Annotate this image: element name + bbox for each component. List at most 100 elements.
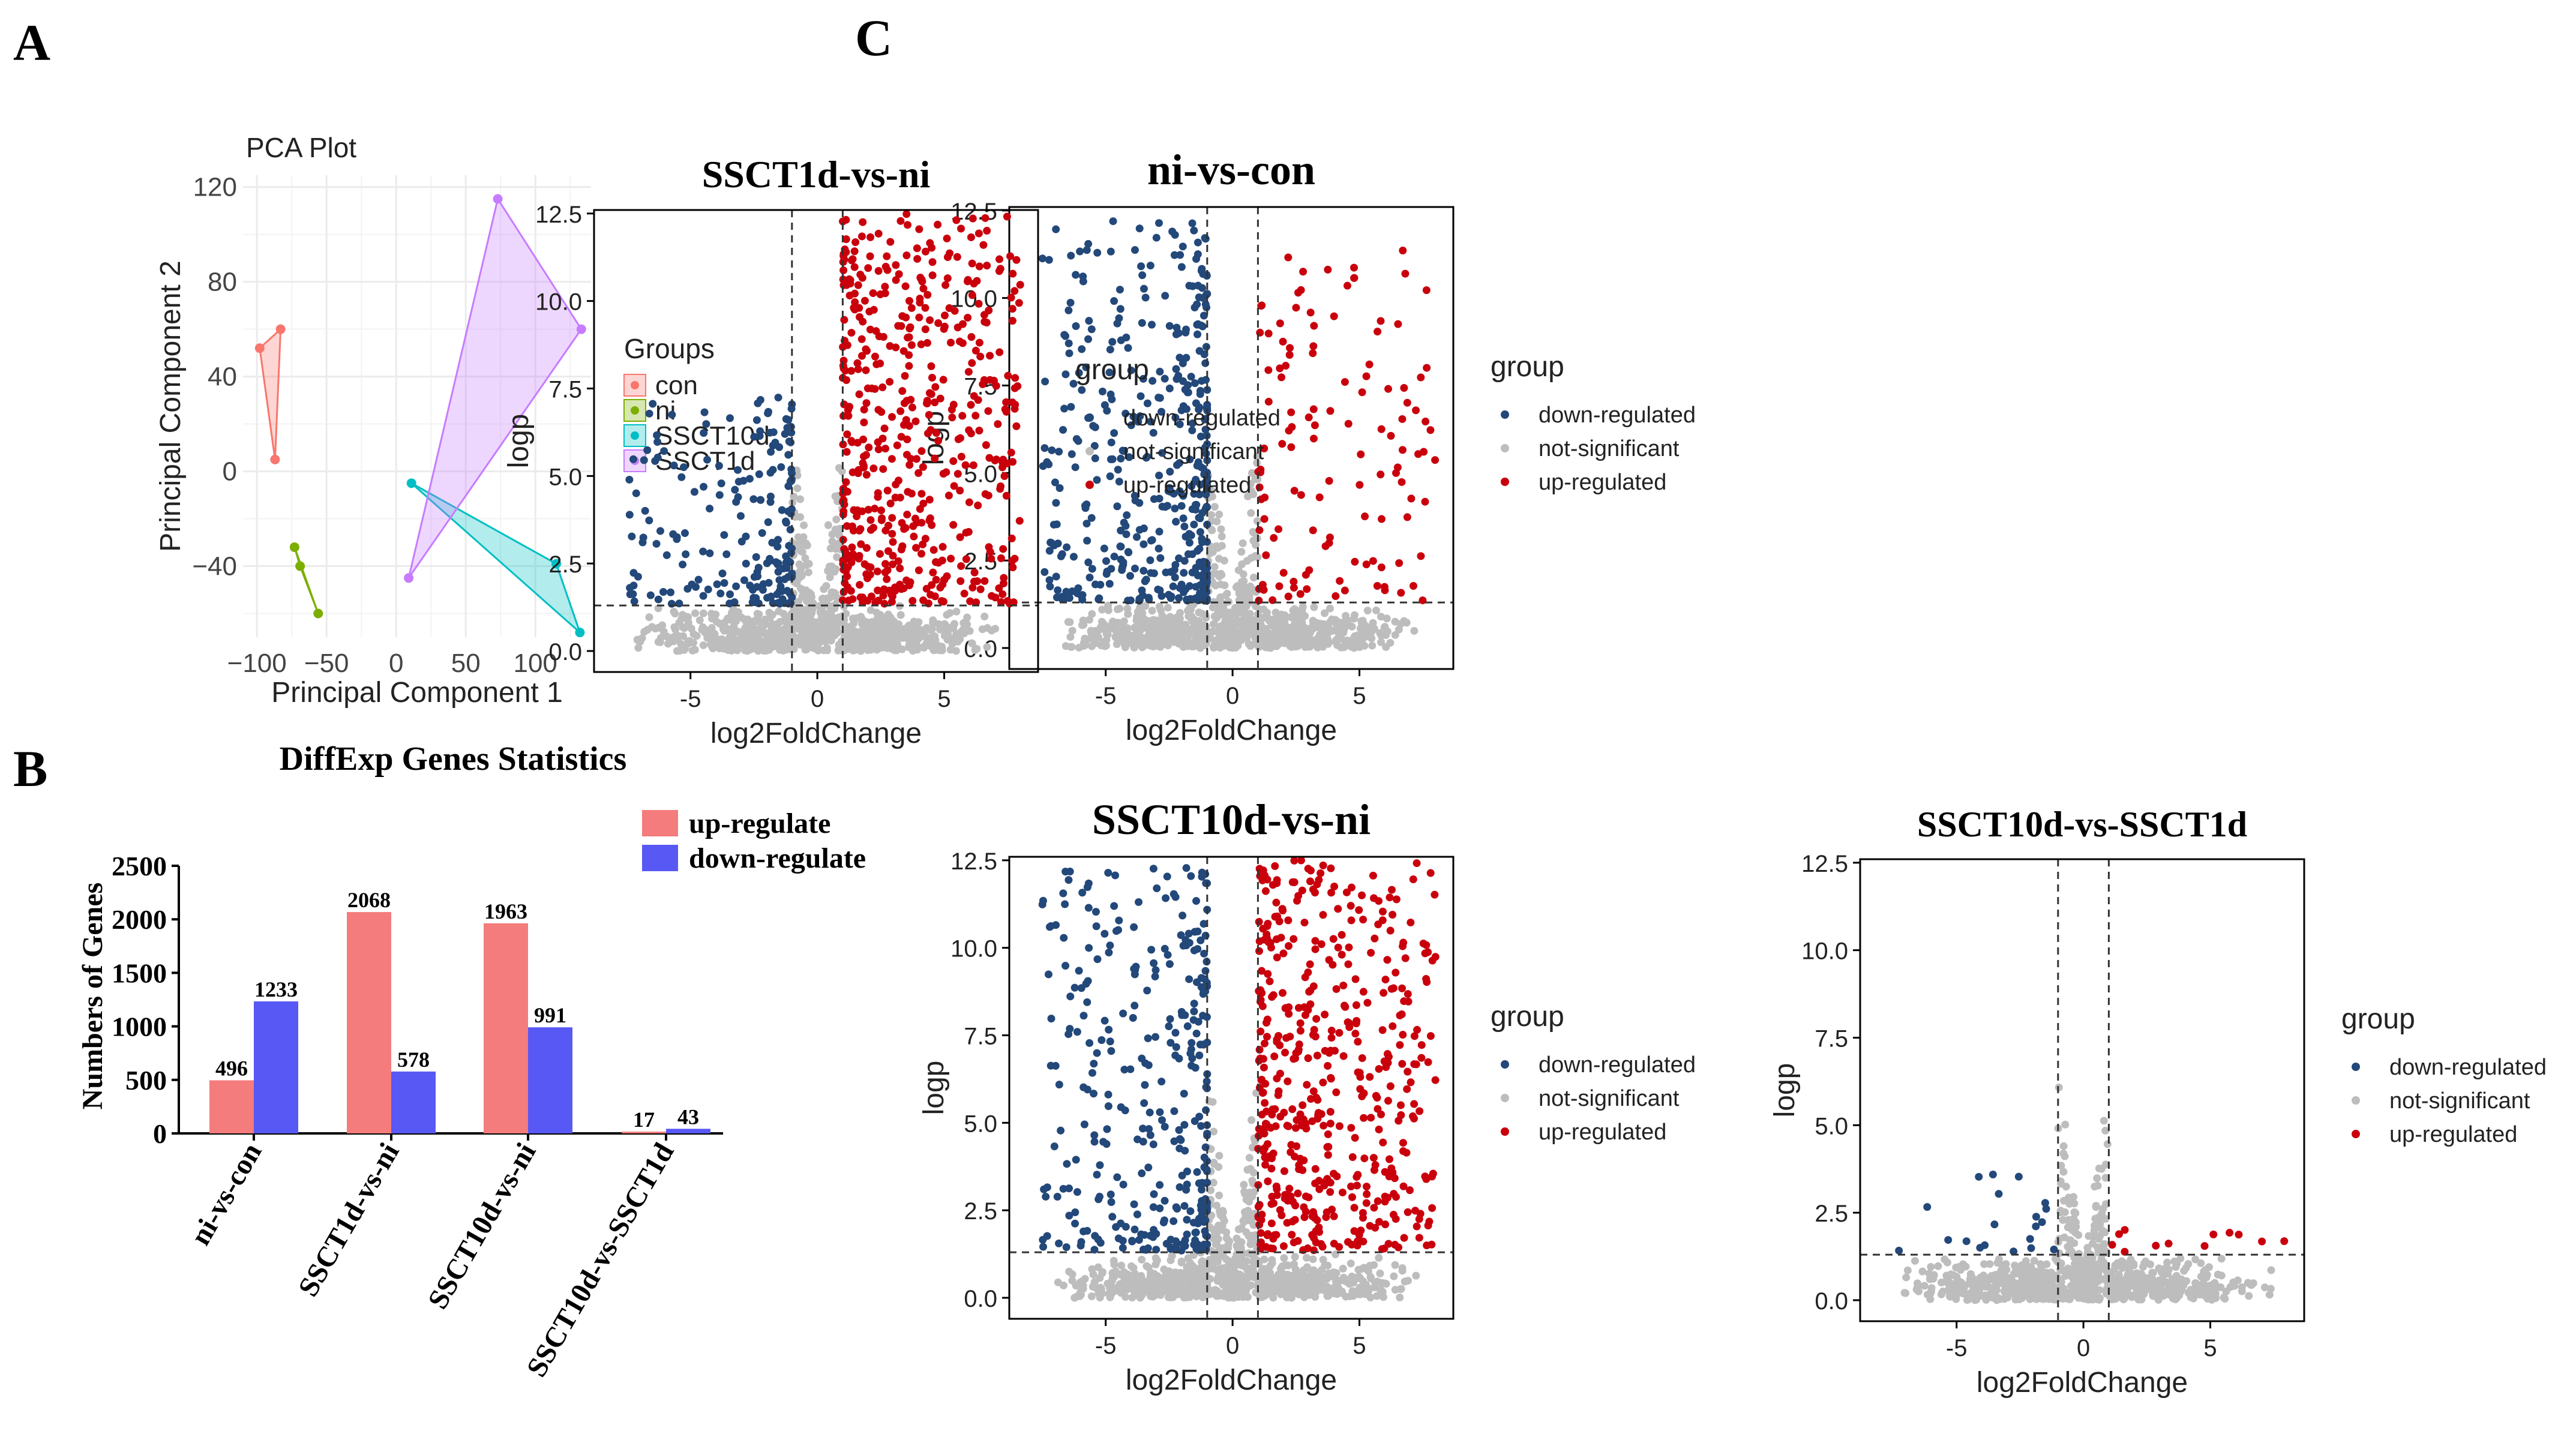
volcano-point-up — [1324, 1142, 1333, 1151]
volcano-point-ns — [867, 634, 875, 643]
volcano-point-up — [1311, 889, 1320, 897]
volcano-point-up — [1387, 985, 1396, 993]
volcano-point-up — [883, 252, 891, 260]
volcano-point-ns — [691, 646, 699, 654]
volcano-point-ns — [698, 625, 706, 634]
volcano-point-up — [907, 341, 916, 349]
volcano-point-up — [1011, 374, 1019, 382]
volcano-point-down — [1190, 304, 1199, 312]
volcano-point-down — [703, 455, 712, 464]
volcano-point-down — [767, 592, 775, 601]
volcano-point-up — [1264, 366, 1273, 374]
volcano-point-ns — [1066, 632, 1075, 641]
volcano-point-up — [1311, 1033, 1320, 1041]
volcano-point-ns — [1195, 1264, 1204, 1273]
volcano-point-ns — [645, 613, 653, 622]
volcano-point-ns — [1217, 542, 1226, 550]
volcano-point-ns — [1303, 627, 1312, 635]
volcano-point-up — [857, 232, 866, 241]
volcano-point-up — [889, 538, 897, 546]
volcano-point-down — [1145, 1125, 1153, 1133]
volcano-point-down — [653, 431, 661, 439]
volcano-point-ns — [1068, 1276, 1076, 1285]
volcano-point-up — [1324, 1130, 1332, 1138]
volcano-point-down — [1161, 503, 1169, 511]
volcano-point-down — [1198, 592, 1206, 600]
volcano-point-ns — [1247, 1232, 1256, 1240]
volcano-point-down — [1050, 1142, 1058, 1151]
volcano-point-up — [1389, 1022, 1397, 1030]
volcano-point-down — [1146, 418, 1154, 426]
volcano-point-down — [716, 589, 725, 598]
volcano-point-up — [1287, 408, 1296, 416]
volcano-point-ns — [1090, 1277, 1099, 1286]
volcano-point-down — [1172, 323, 1181, 332]
volcano-point-up — [842, 478, 850, 487]
volcano-point-down — [1146, 1131, 1154, 1139]
volcano-point-down — [732, 582, 740, 590]
volcano-point-ns — [828, 537, 836, 545]
volcano-point-down — [1038, 900, 1046, 908]
volcano-point-ns — [1265, 1271, 1274, 1280]
volcano-point-ns — [1245, 592, 1253, 600]
volcano-point-down — [1178, 359, 1187, 368]
pca-point-SSCT1d — [493, 194, 503, 204]
volcano-point-up — [866, 516, 875, 524]
volcano-point-up — [1412, 406, 1420, 415]
volcano-point-up — [932, 558, 940, 566]
volcano-point-up — [1339, 1052, 1348, 1060]
volcano-point-down — [1130, 564, 1139, 572]
volcano-point-up — [1422, 417, 1430, 425]
volcano-point-down — [1199, 311, 1208, 320]
volcano-title: ni-vs-con — [1147, 146, 1315, 194]
volcano-point-down — [643, 446, 652, 454]
volcano-point-down — [1076, 247, 1084, 256]
volcano-point-up — [962, 555, 970, 563]
volcano-point-ns — [658, 621, 667, 629]
volcano-point-down — [1138, 319, 1146, 327]
volcano-point-ns — [1173, 638, 1181, 646]
volcano-point-ns — [1332, 1269, 1341, 1277]
volcano-point-up — [1269, 991, 1277, 1000]
pca-hull-SSCT1d — [407, 196, 583, 579]
volcano-point-up — [850, 247, 859, 256]
volcano-point-up — [876, 359, 884, 368]
volcano-point-ns — [1121, 1293, 1130, 1301]
volcano-point-ns — [1318, 635, 1326, 644]
volcano-point-down — [784, 507, 793, 515]
volcano-point-ns — [1110, 620, 1118, 628]
volcano-point-down — [1092, 922, 1100, 931]
volcano-point-ns — [1226, 1276, 1235, 1285]
volcano-point-down — [1062, 1243, 1070, 1252]
volcano-point-down — [749, 593, 758, 602]
volcano-point-down — [1156, 1181, 1164, 1189]
volcano-point-up — [1311, 937, 1320, 945]
volcano-point-ns — [1129, 632, 1138, 641]
volcano-point-up — [1389, 1211, 1398, 1219]
volcano-point-down — [1100, 544, 1108, 553]
volcano-point-ns — [1237, 548, 1246, 556]
volcano-point-ns — [1121, 640, 1129, 649]
volcano-point-up — [1308, 1212, 1317, 1220]
volcano-point-ns — [1168, 1286, 1176, 1294]
volcano-point-ns — [833, 553, 841, 562]
volcano-point-ns — [1198, 1279, 1207, 1288]
volcano-point-up — [1395, 559, 1404, 567]
volcano-point-up — [1279, 989, 1287, 997]
volcano-point-ns — [946, 646, 955, 654]
volcano-point-up — [1375, 1065, 1383, 1073]
volcano-point-up — [974, 396, 982, 404]
volcano-point-down — [1188, 219, 1196, 227]
volcano-point-ns — [1175, 614, 1184, 623]
volcano-point-down — [1096, 1192, 1104, 1201]
volcano-point-up — [997, 554, 1005, 562]
volcano-point-ns — [1395, 625, 1403, 634]
volcano-point-up — [838, 596, 847, 604]
volcano-point-ns — [719, 625, 727, 634]
volcano-point-up — [1301, 973, 1309, 982]
volcano-point-up — [1283, 1219, 1291, 1227]
volcano-point-down — [1117, 555, 1125, 563]
volcano-point-up — [1378, 907, 1387, 916]
volcano-point-up — [934, 319, 943, 328]
